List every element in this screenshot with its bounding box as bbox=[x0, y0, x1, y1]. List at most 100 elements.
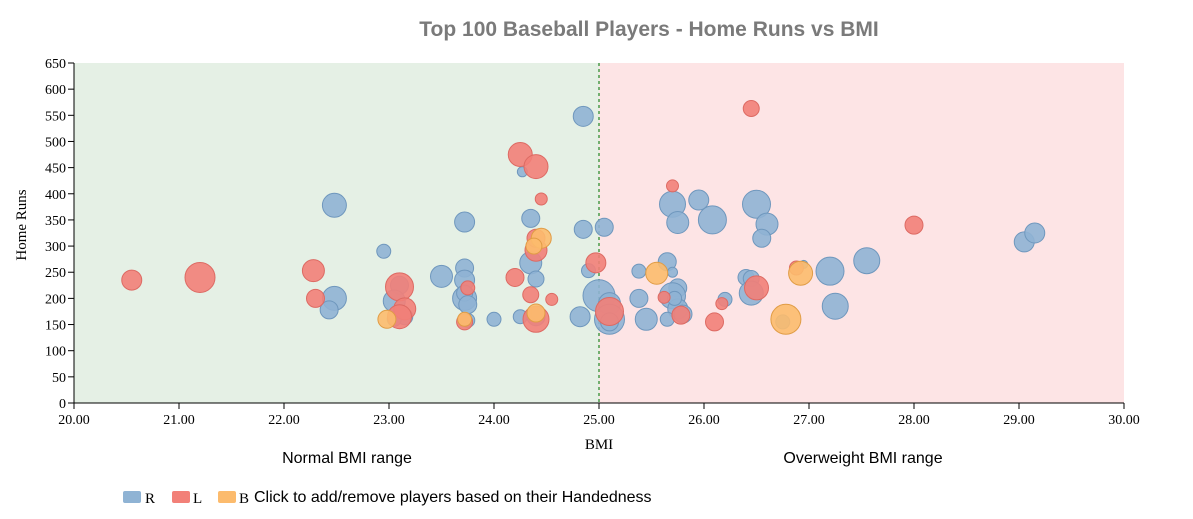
bubble-r[interactable] bbox=[666, 211, 690, 235]
bubble-r[interactable] bbox=[1024, 222, 1046, 244]
y-tick-label: 300 bbox=[45, 240, 66, 255]
x-axis: 20.00 21.00 22.00 23.00 24.00 25.00 26.00 27.00… bbox=[58, 402, 1140, 428]
bubble-l[interactable] bbox=[705, 312, 724, 332]
x-tick-label: 27.00 bbox=[793, 413, 825, 428]
bubble-r[interactable] bbox=[815, 256, 845, 286]
x-tick-label: 23.00 bbox=[373, 413, 405, 428]
x-tick-label: 30.00 bbox=[1108, 413, 1140, 428]
bubble-r[interactable] bbox=[594, 217, 614, 237]
bubble-l[interactable] bbox=[595, 296, 624, 326]
bubble-l[interactable] bbox=[184, 261, 216, 293]
bubble-l[interactable] bbox=[545, 292, 559, 306]
bubble-r[interactable] bbox=[430, 264, 453, 288]
bubble-r[interactable] bbox=[321, 192, 347, 218]
x-tick-label: 26.00 bbox=[688, 413, 720, 428]
legend-item-r[interactable]: R bbox=[123, 491, 155, 507]
bubble-l[interactable] bbox=[666, 179, 679, 193]
bubble-l[interactable] bbox=[385, 272, 414, 302]
bubble-r[interactable] bbox=[752, 228, 772, 248]
legend: R L B Click to add/remove players based … bbox=[123, 489, 652, 507]
y-tick-label: 650 bbox=[45, 57, 66, 72]
x-axis-label: BMI bbox=[585, 437, 613, 453]
legend-label-b: B bbox=[239, 491, 249, 507]
x-tick-label: 28.00 bbox=[898, 413, 930, 428]
bubble-b[interactable] bbox=[770, 303, 802, 335]
chart-title: Top 100 Baseball Players - Home Runs vs … bbox=[419, 18, 878, 41]
legend-label-r: R bbox=[145, 491, 155, 507]
legend-item-l[interactable]: L bbox=[172, 491, 202, 507]
bubble-l[interactable] bbox=[585, 252, 607, 274]
x-tick-label: 25.00 bbox=[583, 413, 615, 428]
legend-swatch-l bbox=[172, 491, 190, 503]
y-tick-label: 50 bbox=[52, 371, 66, 386]
y-tick-label: 0 bbox=[59, 397, 66, 412]
legend-note: Click to add/remove players based on the… bbox=[254, 489, 652, 506]
bubble-l[interactable] bbox=[505, 267, 525, 287]
bubble-b[interactable] bbox=[645, 261, 669, 285]
legend-item-b[interactable]: B bbox=[218, 491, 249, 507]
region-normal bbox=[74, 63, 599, 403]
x-tick-label: 21.00 bbox=[163, 413, 195, 428]
y-tick-label: 350 bbox=[45, 214, 66, 229]
bubble-r[interactable] bbox=[376, 243, 392, 259]
overweight-range-label: Overweight BMI range bbox=[783, 450, 942, 467]
x-tick-label: 29.00 bbox=[1003, 413, 1035, 428]
bubble-l[interactable] bbox=[904, 215, 924, 235]
y-tick-label: 550 bbox=[45, 109, 66, 124]
legend-swatch-r bbox=[123, 491, 141, 503]
bubble-l[interactable] bbox=[657, 290, 671, 304]
bubble-r[interactable] bbox=[458, 295, 478, 315]
bubble-r[interactable] bbox=[521, 208, 541, 228]
y-axis: 0 50 100 150 200 250 300 350 400 450 500 550 600 650 bbox=[45, 57, 75, 412]
bubble-l[interactable] bbox=[671, 305, 691, 325]
y-tick-label: 400 bbox=[45, 188, 66, 203]
y-tick-label: 450 bbox=[45, 162, 66, 177]
bubble-l[interactable] bbox=[742, 100, 760, 118]
x-tick-label: 20.00 bbox=[58, 413, 90, 428]
bubble-r[interactable] bbox=[688, 189, 710, 211]
bubble-b[interactable] bbox=[525, 237, 543, 255]
bubble-r[interactable] bbox=[572, 105, 594, 127]
y-tick-label: 250 bbox=[45, 266, 66, 281]
bubble-r[interactable] bbox=[569, 306, 591, 328]
bubble-l[interactable] bbox=[523, 154, 549, 180]
bubble-l[interactable] bbox=[460, 280, 476, 296]
bubble-l[interactable] bbox=[121, 269, 143, 291]
bubble-b[interactable] bbox=[377, 309, 397, 329]
legend-label-l: L bbox=[193, 491, 202, 507]
bubble-r[interactable] bbox=[486, 311, 502, 327]
bubble-b[interactable] bbox=[526, 303, 546, 323]
x-tick-label: 22.00 bbox=[268, 413, 300, 428]
bubble-l[interactable] bbox=[522, 286, 540, 304]
bubble-b[interactable] bbox=[457, 311, 473, 327]
legend-swatch-b bbox=[218, 491, 236, 503]
bubble-r[interactable] bbox=[319, 300, 339, 320]
bubble-r[interactable] bbox=[697, 205, 727, 235]
bubble-l[interactable] bbox=[744, 275, 769, 301]
bubble-r[interactable] bbox=[573, 219, 593, 239]
bubble-r[interactable] bbox=[821, 292, 849, 320]
y-tick-label: 600 bbox=[45, 83, 66, 98]
y-tick-label: 500 bbox=[45, 135, 66, 150]
y-tick-label: 100 bbox=[45, 345, 66, 360]
bubble-l[interactable] bbox=[306, 288, 325, 308]
bubble-l[interactable] bbox=[534, 192, 548, 206]
bubble-r[interactable] bbox=[667, 266, 678, 278]
bubble-l[interactable] bbox=[301, 259, 325, 283]
bubbles-layer bbox=[121, 100, 1046, 335]
bubble-r[interactable] bbox=[629, 288, 649, 308]
bubble-r[interactable] bbox=[853, 247, 881, 275]
bubble-r[interactable] bbox=[454, 211, 476, 233]
bubble-r[interactable] bbox=[634, 307, 658, 331]
bubble-r[interactable] bbox=[527, 270, 545, 288]
y-tick-label: 150 bbox=[45, 319, 66, 334]
y-tick-label: 200 bbox=[45, 292, 66, 307]
bubble-r[interactable] bbox=[631, 263, 647, 279]
x-tick-label: 24.00 bbox=[478, 413, 510, 428]
bubble-l[interactable] bbox=[715, 297, 729, 311]
bubble-r[interactable] bbox=[742, 189, 771, 219]
y-axis-label: Home Runs bbox=[14, 189, 30, 260]
bubble-b[interactable] bbox=[788, 260, 814, 286]
normal-range-label: Normal BMI range bbox=[282, 450, 412, 467]
